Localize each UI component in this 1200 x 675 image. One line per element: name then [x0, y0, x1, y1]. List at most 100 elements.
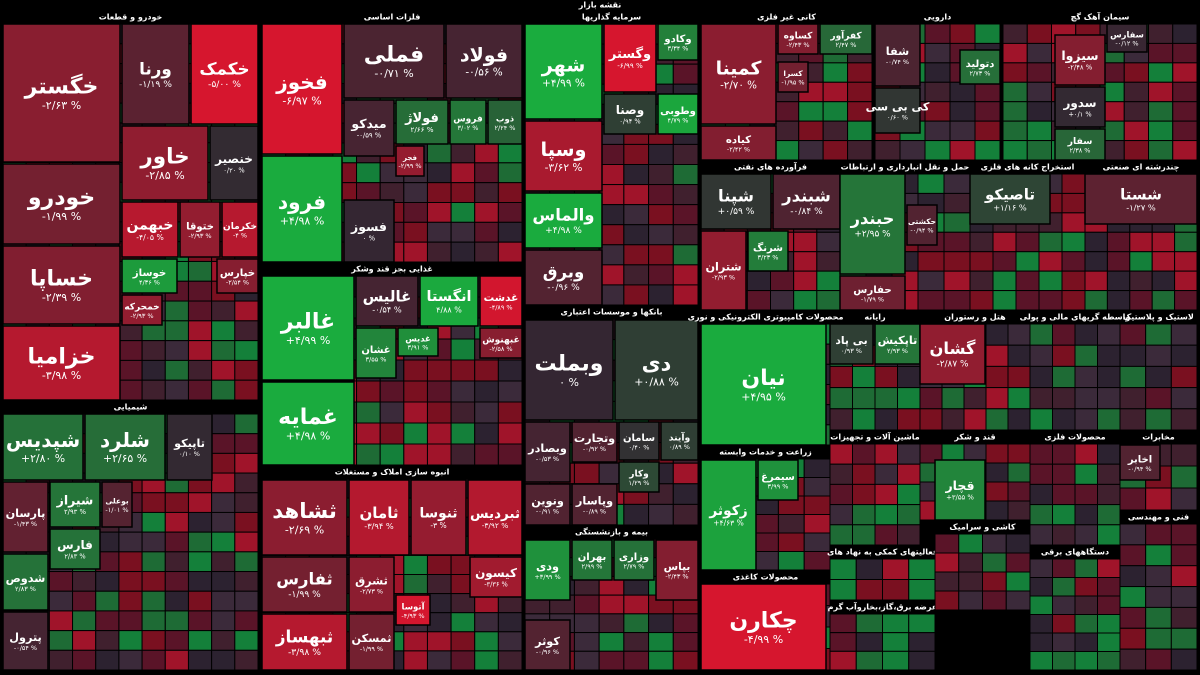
tile-name: ونوین: [531, 494, 564, 507]
tile-filler: [1029, 408, 1053, 431]
tile-filler: [211, 551, 236, 573]
tile: [524, 421, 571, 483]
tile-filler: [829, 579, 857, 601]
tile-filler: [770, 290, 795, 311]
tile-filler: [403, 650, 428, 671]
tile: [261, 556, 348, 613]
tile-filler: [623, 284, 650, 306]
tile: [874, 87, 921, 134]
tile-filler: [1129, 251, 1153, 272]
tile-value: -۲/۷۰ %: [720, 80, 757, 92]
tile-filler: [450, 631, 476, 652]
tile-filler: [672, 244, 699, 266]
tile-name: تاپیکو: [173, 437, 205, 450]
tile-name: تاصیکو: [984, 185, 1035, 203]
tile-name: بهران: [578, 552, 607, 563]
tile-filler: [992, 290, 1017, 311]
tile-filler: [474, 650, 499, 671]
tile-filler: [1170, 487, 1198, 511]
tile-filler: [924, 140, 951, 161]
tile: [571, 421, 618, 463]
tile: [524, 23, 603, 120]
sector-label: دارویی: [924, 13, 952, 22]
tile-filler: [672, 184, 699, 206]
sector-label: فعالیتهای کمکی به نهاد های: [827, 548, 938, 557]
tile-filler: [426, 221, 452, 243]
tile-filler: [426, 631, 452, 652]
tile-filler: [356, 443, 381, 466]
tile-filler: [822, 120, 849, 142]
tile-value: -۱/۲۷ %: [1126, 203, 1156, 213]
tile-filler: [847, 140, 873, 161]
tile-value: -۰/۵۴ %: [372, 305, 402, 315]
tile-filler: [1052, 443, 1076, 465]
tile-filler: [48, 630, 74, 651]
tile-filler: [969, 270, 994, 292]
tile-name: کیسون: [475, 566, 517, 581]
tile-filler: [1119, 365, 1147, 389]
tile-filler: [141, 379, 166, 401]
tile-filler: [403, 182, 428, 204]
sector-label: محصولات کامپیوتری الکترونیکی و نوری: [688, 313, 844, 322]
tile-filler: [1097, 344, 1121, 367]
tile-filler: [426, 182, 452, 204]
tile-value: ۱/۲۹ %: [629, 479, 650, 487]
tile-filler: [1170, 323, 1198, 346]
tile-filler: [164, 551, 189, 573]
tile-filler: [1123, 120, 1149, 142]
tile-filler: [1061, 251, 1086, 272]
tile-filler: [1029, 483, 1053, 506]
tile-filler: [234, 571, 259, 592]
tile-name: کمینا: [716, 58, 762, 79]
tile-name: وزاری: [619, 552, 649, 563]
sector-label: ماشین آلات و تجهیزات: [830, 432, 919, 442]
tile: [479, 327, 523, 359]
tile-filler: [793, 270, 818, 292]
tile-filler: [450, 142, 476, 164]
tile-filler: [187, 630, 213, 651]
tile-filler: [118, 610, 143, 632]
tile-filler: [141, 531, 166, 553]
tile-value: ۳/۹۹ %: [768, 482, 789, 490]
tile-filler: [1029, 323, 1053, 346]
tile-filler: [1119, 387, 1147, 410]
tile-filler: [141, 492, 166, 513]
tile-filler: [882, 558, 910, 580]
tile-filler: [623, 613, 650, 634]
tile-name: سیمرغ: [761, 472, 795, 483]
tile-filler: [1145, 606, 1172, 629]
tile: [190, 23, 259, 125]
tile-name: وگستر: [608, 46, 651, 62]
tile-filler: [882, 650, 910, 671]
tile-filler: [1119, 323, 1147, 346]
tile-value: -۲/۵۸ %: [489, 345, 512, 353]
tile-value: ۳/۳۴ %: [668, 44, 689, 52]
tile-filler: [1002, 62, 1028, 83]
tile-filler: [1007, 365, 1031, 389]
tile-name: کیاده: [726, 135, 751, 146]
tile-name: کفرآور: [829, 29, 862, 41]
tile-value: ۲/۹۳ %: [887, 347, 908, 355]
tile-name: کساوه: [784, 31, 813, 41]
tile-filler: [234, 472, 259, 494]
tile-filler: [187, 300, 213, 322]
tile-filler: [803, 477, 831, 497]
tile-filler: [450, 182, 476, 204]
tile-filler: [450, 202, 476, 223]
tile-filler: [474, 182, 499, 204]
tile: [2, 245, 121, 325]
tile: [839, 173, 906, 275]
tile-filler: [1052, 651, 1076, 671]
tile-filler: [211, 359, 236, 381]
tile-filler: [773, 120, 800, 142]
tile: [49, 528, 101, 570]
tile-name: وطوبی: [660, 106, 696, 117]
tile-filler: [95, 571, 120, 592]
tile-filler: [1151, 290, 1176, 311]
tile: [261, 275, 355, 381]
tile-filler: [777, 514, 805, 534]
tile-filler: [1038, 290, 1063, 311]
tile: [410, 479, 467, 556]
tile-filler: [897, 365, 921, 389]
